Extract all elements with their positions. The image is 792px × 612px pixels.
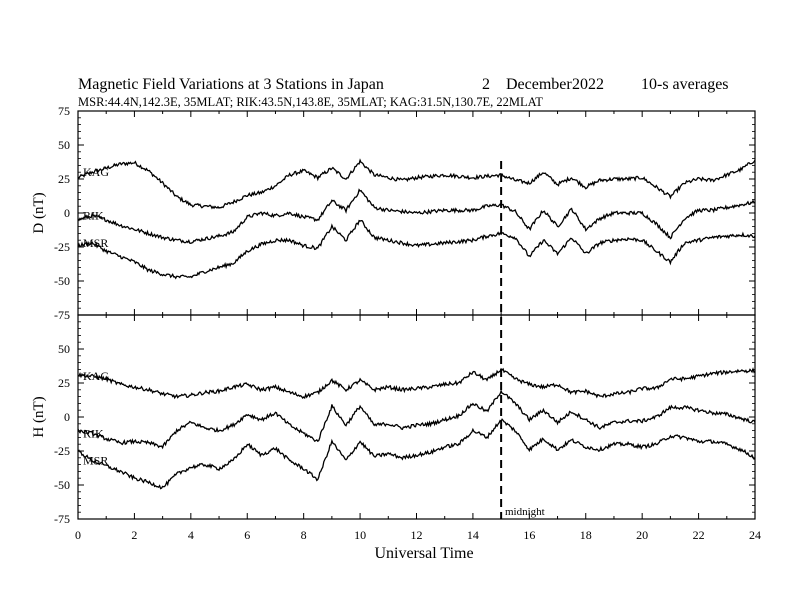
x-tick-label: 4	[188, 528, 194, 542]
averaging-label: 10-s averages	[641, 76, 729, 93]
x-tick-label: 8	[301, 528, 307, 542]
midnight-label: midnight	[505, 506, 545, 518]
y-tick-label: -75	[54, 512, 70, 526]
date-month: December	[506, 76, 572, 93]
series-label-kag: KAG	[83, 165, 109, 179]
series-line-msr	[77, 219, 756, 280]
chart-title: Magnetic Field Variations at 3 Stations …	[78, 76, 384, 93]
plot-panels: 75 50 25 0 -25 -50 -75 D (nT) KAG RIK MSR 50 25 0 -25 -…	[31, 104, 761, 542]
x-tick-label: 12	[411, 528, 423, 542]
y-tick-label: 75	[58, 104, 70, 118]
x-tick-label: 10	[354, 528, 366, 542]
series-label-rik: RIK	[83, 209, 104, 223]
x-tick-label: 18	[580, 528, 592, 542]
series-label-kag: KAG	[83, 369, 109, 383]
x-tick-label: 6	[244, 528, 250, 542]
y-tick-label: 25	[58, 172, 70, 186]
y-tick-label: -25	[54, 444, 70, 458]
y-tick-label: -25	[54, 240, 70, 254]
x-tick-label: 2	[131, 528, 137, 542]
date-day: 2	[482, 76, 490, 93]
x-tick-label: 16	[523, 528, 535, 542]
y-tick-label: 50	[58, 138, 70, 152]
y-tick-label: 0	[64, 410, 70, 424]
date-year: 2022	[572, 76, 604, 93]
y-tick-label: 50	[58, 342, 70, 356]
x-tick-label: 0	[75, 528, 81, 542]
x-tick-label: 14	[467, 528, 479, 542]
x-tick-label: 22	[693, 528, 705, 542]
y-tick-label: -50	[54, 274, 70, 288]
y-tick-label: -75	[54, 308, 70, 322]
series-label-msr: MSR	[83, 236, 108, 250]
y-axis-label: D (nT)	[31, 192, 47, 233]
y-axis-label: H (nT)	[31, 396, 47, 437]
x-tick-label: 20	[636, 528, 648, 542]
series-label-rik: RIK	[83, 426, 104, 440]
x-axis-label: Universal Time	[374, 545, 473, 562]
x-tick-label: 24	[749, 528, 761, 542]
series-line-kag	[77, 158, 756, 210]
series-line-msr	[77, 418, 756, 490]
y-tick-label: 0	[64, 206, 70, 220]
panel-frame	[77, 110, 756, 316]
y-tick-label: 25	[58, 376, 70, 390]
stations-line: MSR:44.4N,142.3E, 35MLAT; RIK:43.5N,143.…	[78, 95, 543, 109]
series-line-rik	[77, 188, 756, 244]
series-line-kag	[77, 367, 756, 400]
series-label-msr: MSR	[83, 454, 108, 468]
series-line-rik	[77, 389, 756, 450]
y-tick-label: -50	[54, 478, 70, 492]
